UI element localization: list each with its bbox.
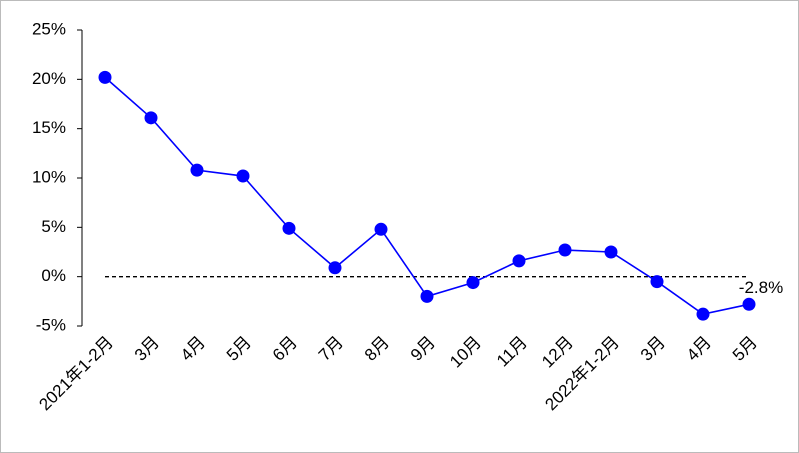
- point: [742, 297, 756, 311]
- y-tick-label: 25%: [32, 19, 66, 38]
- point: [604, 245, 618, 259]
- point: [144, 111, 158, 125]
- point: [696, 307, 710, 321]
- point: [512, 254, 526, 268]
- point: [190, 163, 204, 177]
- point: [328, 261, 342, 275]
- y-tick-label: 10%: [32, 167, 66, 186]
- data-label: -2.8%: [739, 278, 783, 297]
- point: [650, 275, 664, 289]
- point: [420, 289, 434, 303]
- point: [558, 243, 572, 257]
- y-tick-label: 5%: [41, 217, 66, 236]
- point: [236, 169, 250, 183]
- y-tick-label: 15%: [32, 118, 66, 137]
- y-tick-label: 20%: [32, 69, 66, 88]
- y-tick-label: 0%: [41, 266, 66, 285]
- point: [282, 221, 296, 235]
- y-tick-label: -5%: [36, 315, 66, 334]
- point: [98, 70, 112, 84]
- point: [374, 222, 388, 236]
- point: [466, 276, 480, 290]
